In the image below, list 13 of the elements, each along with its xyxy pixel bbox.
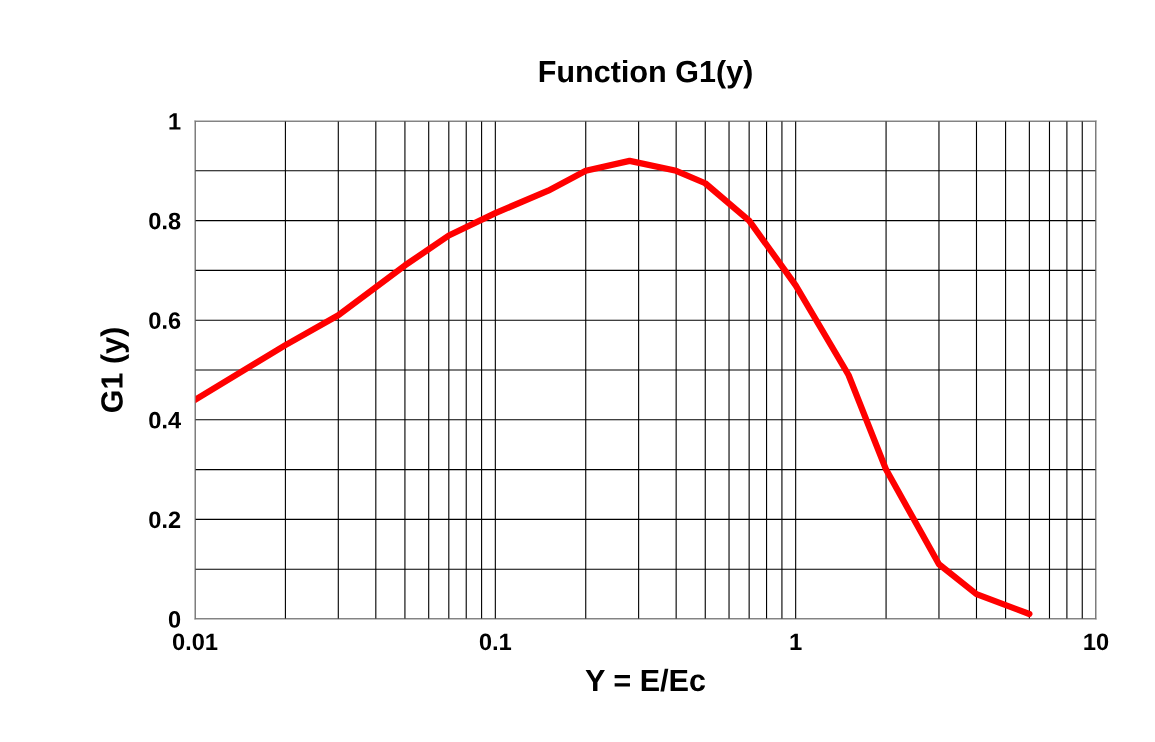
y-tick-label: 1: [169, 113, 181, 130]
x-tick-label: 10: [1084, 633, 1109, 651]
x-tick-label: 0.01: [172, 633, 218, 651]
y-tick-label: 0.2: [149, 511, 181, 529]
y-tick-label: 0: [168, 611, 181, 628]
x-tick-label: 0.1: [479, 633, 512, 651]
x-axis-title: Y = E/Ec: [585, 668, 706, 692]
y-tick-label: 0.4: [149, 411, 181, 429]
y-tick-label: 0.6: [149, 312, 181, 329]
chart-title: Function G1(y): [539, 59, 752, 89]
y-axis-title: G1 (y): [100, 328, 129, 413]
x-tick-label: 1: [790, 633, 802, 650]
y-tick-label: 0.8: [149, 212, 181, 230]
